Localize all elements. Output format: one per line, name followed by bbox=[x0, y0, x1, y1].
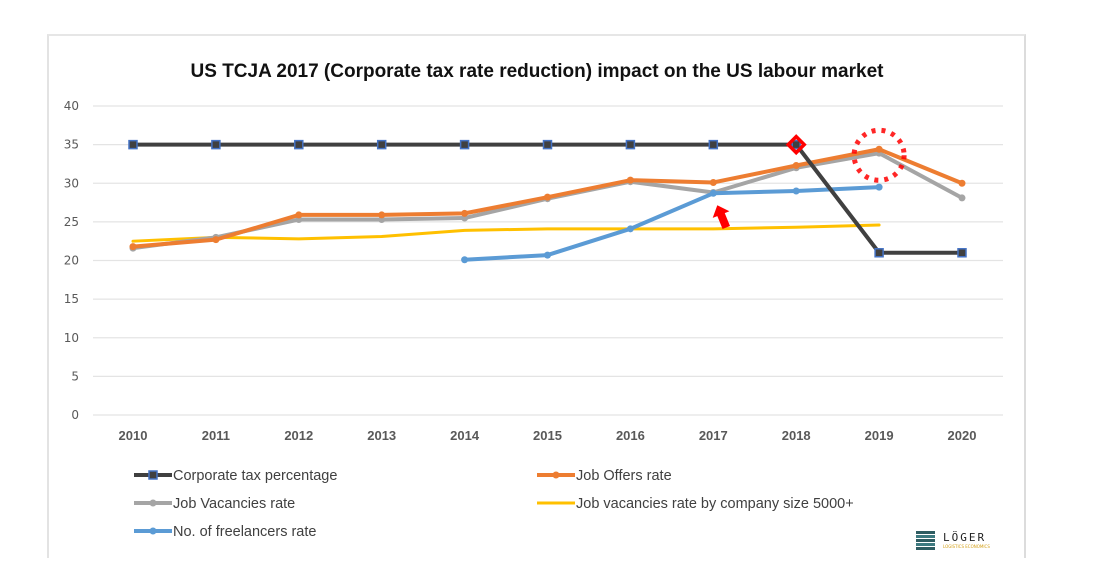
data-point bbox=[957, 248, 967, 258]
x-tick-label: 2020 bbox=[948, 428, 977, 443]
y-tick-label: 10 bbox=[64, 331, 79, 345]
x-tick-label: 2012 bbox=[284, 428, 313, 443]
data-point bbox=[378, 211, 386, 219]
data-point bbox=[708, 139, 719, 150]
diamond-highlight-marker bbox=[785, 134, 807, 156]
data-point bbox=[128, 139, 138, 150]
data-point bbox=[544, 251, 551, 259]
data-point bbox=[212, 236, 220, 244]
x-tick-label: 2011 bbox=[202, 428, 230, 443]
annotation-layer bbox=[712, 127, 907, 230]
legend-swatch-marker bbox=[552, 471, 560, 479]
series-no-of-freelancers-rate bbox=[461, 183, 883, 264]
loger-logo: LÖGER LOGISTICS ECONOMICS bbox=[916, 531, 990, 550]
data-point bbox=[792, 161, 800, 169]
x-tick-label: 2013 bbox=[367, 428, 396, 443]
legend-label: Job Vacancies rate bbox=[173, 496, 295, 512]
data-point bbox=[958, 194, 966, 202]
data-point bbox=[625, 139, 636, 150]
data-point bbox=[295, 211, 303, 219]
dotted-circle-highlight bbox=[851, 127, 907, 183]
x-tick-label: 2018 bbox=[782, 428, 811, 443]
data-point bbox=[958, 179, 966, 187]
legend-label: Job Offers rate bbox=[576, 468, 672, 484]
y-tick-label: 0 bbox=[71, 408, 79, 422]
data-point bbox=[709, 189, 717, 197]
data-point bbox=[875, 183, 883, 191]
legend-label: Corporate tax percentage bbox=[173, 468, 337, 484]
series-job-offers-rate bbox=[129, 145, 966, 251]
logo-mark-icon bbox=[916, 531, 935, 550]
data-point bbox=[211, 139, 221, 150]
legend-item: No. of freelancers rate bbox=[134, 524, 316, 540]
data-point bbox=[459, 139, 470, 150]
data-point bbox=[461, 209, 469, 217]
data-point bbox=[791, 139, 801, 150]
x-tick-label: 2017 bbox=[699, 428, 728, 443]
legend-swatch-marker bbox=[149, 499, 157, 507]
legend-label: No. of freelancers rate bbox=[173, 524, 316, 540]
legend-item: Job Offers rate bbox=[537, 468, 672, 484]
legend-swatch-marker bbox=[148, 470, 158, 480]
y-tick-label: 5 bbox=[71, 369, 79, 383]
legend-label: Job vacancies rate by company size 5000+ bbox=[576, 496, 854, 512]
y-tick-label: 15 bbox=[64, 292, 79, 306]
data-point bbox=[294, 139, 304, 150]
chart-frame bbox=[47, 34, 1026, 558]
x-axis-ticks: 2010 2011 2012 2013 2014 2015 2016 2017 2018 2019… bbox=[119, 428, 977, 443]
data-point bbox=[875, 145, 883, 153]
series-corporate-tax-percentage bbox=[128, 139, 967, 258]
data-point bbox=[792, 187, 800, 195]
arrow-shape bbox=[712, 205, 730, 230]
legend-item: Corporate tax percentage bbox=[134, 468, 337, 484]
data-point bbox=[542, 139, 553, 150]
series-line bbox=[462, 185, 882, 262]
legend-swatch-marker bbox=[149, 527, 157, 535]
x-tick-label: 2015 bbox=[533, 428, 562, 443]
data-point bbox=[544, 193, 551, 201]
legend-item: Job Vacancies rate bbox=[134, 496, 295, 512]
logo-subtitle: LOGISTICS ECONOMICS bbox=[943, 544, 990, 549]
y-tick-label: 40 bbox=[64, 99, 79, 113]
y-tick-label: 20 bbox=[64, 254, 79, 268]
x-tick-label: 2019 bbox=[865, 428, 894, 443]
series-layer bbox=[128, 139, 967, 264]
y-tick-label: 25 bbox=[64, 215, 79, 229]
red-arrow-icon bbox=[712, 205, 730, 230]
y-axis-ticks: 0 5 10 15 20 25 30 35 40 bbox=[64, 99, 79, 422]
logo-name: LÖGER bbox=[943, 531, 986, 544]
y-tick-label: 35 bbox=[64, 138, 79, 152]
x-tick-label: 2014 bbox=[450, 428, 480, 443]
x-tick-label: 2010 bbox=[119, 428, 148, 443]
data-point bbox=[709, 178, 717, 186]
legend-item: Job vacancies rate by company size 5000+ bbox=[537, 496, 854, 512]
series-job-vacancies-rate-by-company-size-5000- bbox=[131, 223, 881, 243]
data-point bbox=[129, 243, 137, 251]
data-point bbox=[461, 256, 469, 264]
legend: Corporate tax percentage Job Offers rate J… bbox=[134, 468, 854, 540]
data-point bbox=[626, 225, 634, 233]
chart-title: US TCJA 2017 (Corporate tax rate reducti… bbox=[191, 61, 885, 82]
data-point bbox=[626, 176, 634, 184]
x-tick-label: 2016 bbox=[616, 428, 645, 443]
data-point bbox=[376, 139, 387, 150]
y-tick-label: 30 bbox=[64, 176, 79, 190]
data-point bbox=[874, 248, 884, 258]
series-line bbox=[131, 223, 881, 243]
